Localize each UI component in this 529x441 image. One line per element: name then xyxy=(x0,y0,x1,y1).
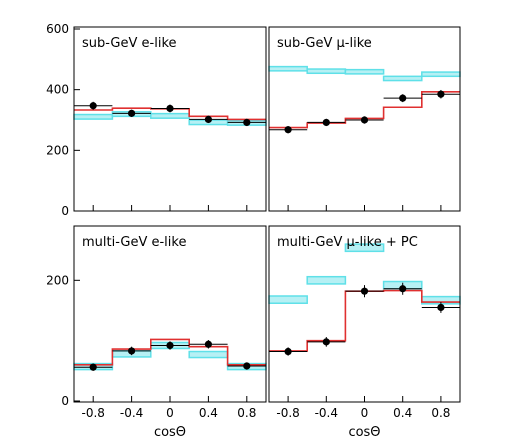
y-tick-label: 400 xyxy=(46,83,69,97)
data-point xyxy=(284,126,292,134)
x-tick-label: -0.4 xyxy=(315,406,338,420)
y-tick-label: 0 xyxy=(61,394,69,408)
panel-title: multi-GeV e-like xyxy=(82,235,186,250)
data-point xyxy=(128,347,136,355)
null-band-box xyxy=(382,75,423,82)
data-point xyxy=(89,363,97,371)
null-band-box xyxy=(268,65,308,72)
null-band-box xyxy=(268,295,308,304)
x-tick-label: 0.8 xyxy=(431,406,450,420)
null-band-box xyxy=(344,68,385,75)
panel-frame xyxy=(73,225,267,403)
data-point xyxy=(243,362,251,370)
data-point xyxy=(166,341,174,350)
data-point xyxy=(360,287,369,295)
null-band-box xyxy=(306,68,347,75)
data-point xyxy=(322,338,330,346)
data-point xyxy=(399,285,407,293)
data-point xyxy=(89,102,97,110)
x-axis-title: cosΘ xyxy=(154,425,186,440)
data-point xyxy=(322,118,330,127)
null-band-box xyxy=(73,113,114,120)
data-point xyxy=(437,303,445,312)
null-band-box xyxy=(421,71,461,78)
y-tick-label: 200 xyxy=(46,143,69,157)
panel-title: multi-GeV μ-like + PC xyxy=(277,235,418,250)
panel-2: sub-GeV μ-like xyxy=(268,26,461,212)
x-tick-label: 0.4 xyxy=(393,406,412,420)
oscillation-fit-line xyxy=(74,338,266,366)
panel-title: sub-GeV e-like xyxy=(82,36,177,51)
null-band-box xyxy=(150,112,190,119)
x-axis-title: cosΘ xyxy=(348,425,380,440)
data-point xyxy=(243,118,251,127)
data-point xyxy=(204,340,212,348)
null-band-box xyxy=(344,243,385,253)
panel-1: 0 200 400 600 sub-GeV e-like xyxy=(46,22,267,218)
null-band-box xyxy=(306,275,347,285)
x-tick-label: -0.4 xyxy=(120,406,143,420)
data-point xyxy=(166,104,174,113)
x-tick-label: 0.8 xyxy=(237,406,256,420)
y-tick-label: 0 xyxy=(61,204,69,218)
panel-4: -0.8 -0.4 0 0.4 0.8 multi-GeV μ-like + PC cosΘ xyxy=(268,225,461,440)
data-point xyxy=(399,94,407,102)
x-tick-label: 0 xyxy=(361,406,369,420)
data-point xyxy=(204,115,212,123)
x-tick-label: 0 xyxy=(166,406,174,420)
x-tick-label: 0.4 xyxy=(199,406,218,420)
data-point xyxy=(437,90,445,98)
x-tick-label: -0.8 xyxy=(276,406,299,420)
null-band-box xyxy=(188,350,229,359)
data-point xyxy=(128,109,136,117)
panel-title: sub-GeV μ-like xyxy=(277,36,372,51)
data-point xyxy=(360,116,369,124)
y-tick-label: 600 xyxy=(46,22,69,36)
y-tick-label: 200 xyxy=(46,273,69,287)
x-tick-label: -0.8 xyxy=(81,406,104,420)
data-point xyxy=(284,347,292,356)
panel-frame xyxy=(268,225,461,403)
panel-3: -0.8 -0.4 0 0.4 0.8 0 200 multi-GeV e-like cosΘ xyxy=(46,225,267,440)
